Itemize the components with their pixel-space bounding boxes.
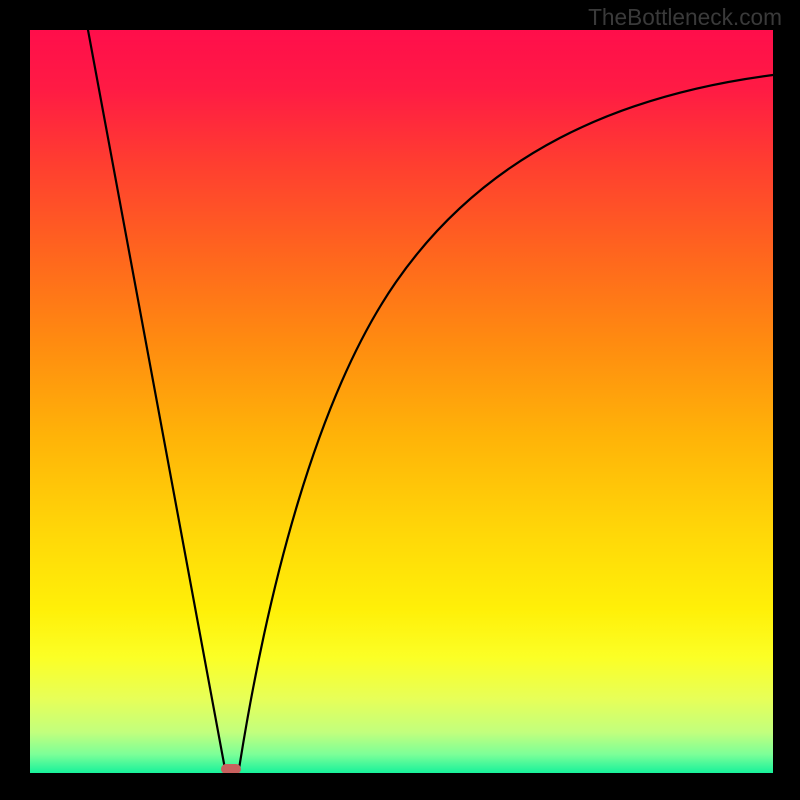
curve-right-segment	[239, 75, 773, 769]
bottleneck-marker	[221, 764, 241, 773]
watermark-text: TheBottleneck.com	[588, 4, 782, 31]
curve-layer	[30, 30, 773, 773]
curve-left-segment	[88, 30, 225, 769]
chart-stage: TheBottleneck.com	[0, 0, 800, 800]
plot-area	[30, 30, 773, 773]
